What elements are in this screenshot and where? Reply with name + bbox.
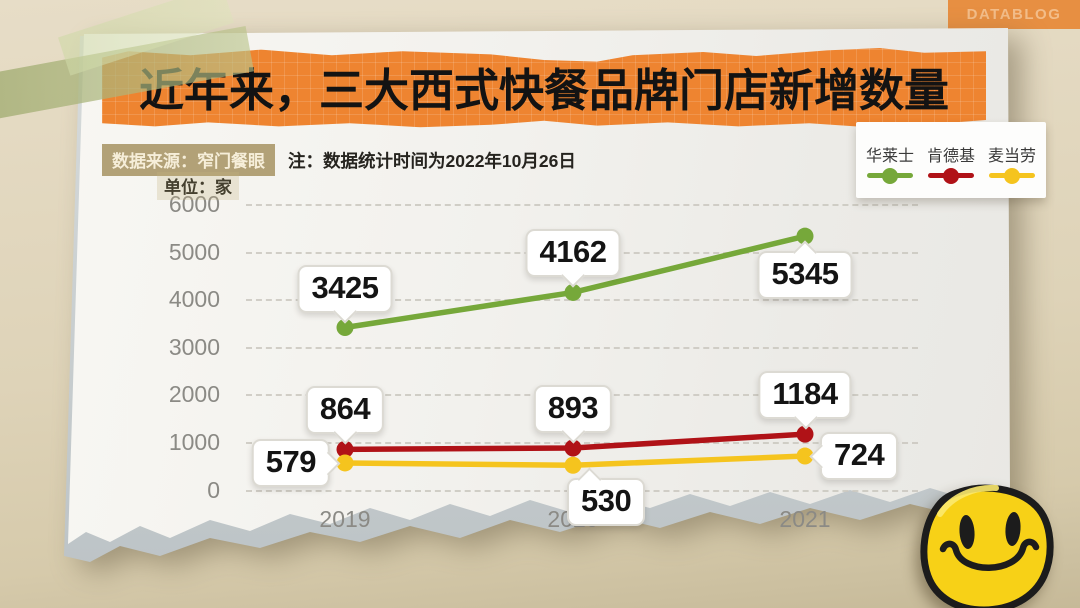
y-axis-tick-label: 4000 (168, 286, 220, 313)
x-axis-year-label: 2019 (319, 506, 371, 532)
data-callout: 724 (809, 432, 899, 481)
legend-item: 华莱士 (865, 142, 914, 184)
data-callout-value: 864 (319, 391, 371, 427)
data-source-chip: 数据来源：窄门餐眼 (102, 144, 275, 176)
data-point (336, 319, 354, 337)
data-callout: 893 (533, 385, 613, 444)
legend-label: 肯德基 (926, 148, 975, 165)
smiley-sticker (918, 476, 1062, 608)
legend-swatch-line (989, 167, 1035, 184)
legend-swatch-line (927, 167, 974, 184)
legend-label: 麦当劳 (988, 148, 1037, 165)
y-axis-tick-label: 6000 (168, 191, 220, 217)
y-axis-tick-label: 1000 (168, 428, 220, 455)
gridline (246, 346, 918, 349)
data-callout-value: 579 (265, 443, 317, 479)
data-callout-value: 4162 (539, 234, 607, 270)
legend-item: 麦当劳 (988, 142, 1037, 184)
data-point (336, 440, 354, 458)
legend-swatch-dot (1004, 167, 1020, 184)
y-axis-tick-label: 2000 (168, 381, 220, 408)
data-point (336, 454, 354, 472)
data-callout-value: 893 (547, 390, 599, 425)
legend-swatch-line (866, 167, 913, 184)
note-text: 注：数据统计时间为2022年10月26日 (288, 151, 576, 171)
y-axis-tick-label: 0 (207, 476, 220, 503)
gridline (246, 441, 918, 444)
unit-label: 单位：家 (157, 172, 239, 200)
data-callout-value: 1184 (772, 376, 838, 412)
datablog-badge: DATABLOG (948, 0, 1080, 29)
x-axis-year-label: 2021 (779, 506, 831, 532)
legend-swatch-dot (942, 167, 959, 184)
legend-item: 肯德基 (926, 142, 975, 184)
data-callout-value: 724 (834, 437, 885, 473)
data-point (796, 447, 814, 465)
data-callout: 864 (305, 386, 385, 445)
gridline (246, 299, 918, 302)
data-point (564, 456, 582, 474)
data-callout: 530 (567, 467, 646, 527)
datablog-label: DATABLOG (966, 6, 1062, 23)
data-point (564, 439, 582, 457)
data-point (796, 227, 814, 245)
data-callout-value: 3425 (311, 269, 379, 305)
data-point (564, 283, 582, 301)
data-callout: 579 (251, 438, 341, 487)
smiley-face-icon (920, 484, 1054, 608)
legend-swatch-dot (881, 167, 898, 184)
y-axis-tick-label: 3000 (168, 333, 220, 360)
legend: 华莱士 肯德基 麦当劳 (856, 122, 1046, 198)
legend-label: 华莱士 (865, 148, 914, 165)
data-callout: 5345 (757, 240, 853, 300)
data-callout: 4162 (525, 229, 621, 288)
data-point (796, 425, 814, 443)
y-axis-tick-label: 5000 (168, 238, 220, 265)
data-callout: 1184 (758, 371, 852, 430)
gridline (246, 204, 918, 206)
data-callout: 3425 (297, 264, 393, 324)
chart-title: 近年来，三大西式快餐品牌门店新增数量 (138, 64, 949, 116)
